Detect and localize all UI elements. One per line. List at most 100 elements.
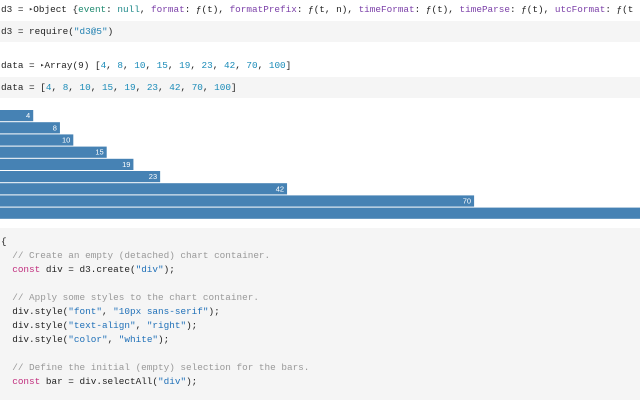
token: null bbox=[117, 4, 140, 15]
bar-label: 10 bbox=[62, 135, 70, 144]
bar-label: 19 bbox=[122, 160, 130, 169]
code-line: // Define the initial (empty) selection … bbox=[0, 361, 640, 375]
token: , bbox=[113, 81, 125, 93]
token: ƒ(t), bbox=[195, 4, 230, 15]
token: // Create an empty (detached) chart cont… bbox=[1, 250, 271, 261]
token: 8 bbox=[62, 81, 69, 93]
token: 15 bbox=[101, 81, 114, 93]
token: 100 bbox=[268, 59, 286, 71]
token: 70 bbox=[246, 59, 258, 71]
output-cell: data = ▸Array(9) [4, 8, 10, 15, 19, 23, … bbox=[0, 55, 640, 76]
bar-label: 23 bbox=[149, 172, 157, 181]
token: , bbox=[135, 81, 147, 93]
token: ); bbox=[186, 320, 198, 331]
token: 19 bbox=[124, 81, 136, 93]
code-line: div.style("text-align", "right"); bbox=[0, 319, 640, 333]
token: timeFormat bbox=[358, 4, 415, 15]
bar bbox=[0, 122, 60, 134]
token: ƒ(t, n), bbox=[308, 4, 359, 15]
code-line: div.style("font", "10px sans-serif"); bbox=[0, 305, 640, 319]
token: // Apply some styles to the chart contai… bbox=[1, 292, 259, 303]
token: const bbox=[1, 376, 41, 387]
token: , bbox=[51, 81, 63, 93]
token[interactable]: ▸ bbox=[40, 61, 45, 70]
token: // Define the initial (empty) selection … bbox=[1, 362, 310, 373]
token: : bbox=[605, 4, 617, 15]
token: timeParse bbox=[459, 4, 510, 15]
token: 42 bbox=[223, 59, 236, 71]
code-line bbox=[0, 277, 640, 291]
code-line: { bbox=[0, 235, 640, 249]
code-cell[interactable]: d3 = require("d3@5") bbox=[0, 21, 640, 42]
bar-label: 15 bbox=[95, 148, 103, 157]
token: 23 bbox=[146, 81, 159, 93]
token: div = d3.create( bbox=[40, 264, 136, 275]
token: 42 bbox=[169, 81, 181, 93]
token: , bbox=[180, 81, 192, 93]
bar bbox=[0, 134, 74, 146]
bar-label: 70 bbox=[463, 196, 471, 205]
token: { bbox=[1, 236, 7, 247]
code-line: data = [4, 8, 10, 15, 19, 23, 42, 70, 10… bbox=[0, 78, 237, 98]
token: ] bbox=[285, 59, 292, 71]
token: ); bbox=[186, 376, 198, 387]
token: d3 = bbox=[1, 4, 30, 15]
token: , bbox=[202, 81, 215, 93]
bar-label: 8 bbox=[53, 123, 57, 132]
token: ); bbox=[163, 264, 175, 275]
token: format bbox=[151, 4, 185, 15]
token: 70 bbox=[191, 81, 203, 93]
token: "text-align" bbox=[68, 320, 136, 331]
token: div.style( bbox=[1, 320, 69, 331]
code-line: d3 = require("d3@5") bbox=[0, 22, 113, 42]
token: 19 bbox=[179, 59, 191, 71]
token: , bbox=[190, 59, 202, 71]
token: ƒ(t), bbox=[521, 4, 555, 15]
token: div.style( bbox=[1, 334, 69, 345]
bar bbox=[0, 158, 134, 170]
token: ) bbox=[107, 25, 114, 37]
code-line: // Apply some styles to the chart contai… bbox=[0, 291, 640, 305]
token: , bbox=[68, 81, 80, 93]
token: div.style( bbox=[1, 306, 69, 317]
bar bbox=[0, 110, 34, 122]
token: , bbox=[135, 320, 147, 331]
code-line: const div = d3.create("div"); bbox=[0, 263, 640, 277]
token: , bbox=[123, 59, 135, 71]
token: utcFormat bbox=[554, 4, 606, 15]
token: , bbox=[101, 306, 114, 317]
token: ); bbox=[158, 334, 170, 345]
token: : bbox=[106, 4, 118, 15]
bar bbox=[0, 195, 475, 207]
bar bbox=[0, 207, 640, 219]
token: bar = div.selectAll( bbox=[40, 376, 159, 387]
token: const bbox=[1, 264, 41, 275]
token: "d3@5" bbox=[73, 25, 108, 37]
token: 4 bbox=[100, 59, 107, 71]
token: 8 bbox=[117, 59, 123, 71]
bar-label: 42 bbox=[276, 184, 284, 193]
token: "right" bbox=[146, 320, 187, 331]
output-cell: d3 = ▸Object {event: null, format: ƒ(t),… bbox=[0, 0, 640, 20]
token: , bbox=[257, 59, 269, 71]
token: ] bbox=[230, 81, 237, 93]
token: , bbox=[167, 59, 180, 71]
token: ); bbox=[208, 306, 220, 317]
token: , bbox=[212, 59, 224, 71]
token: "div" bbox=[135, 264, 164, 275]
token: 15 bbox=[156, 59, 168, 71]
code-cell[interactable]: data = [4, 8, 10, 15, 19, 23, 42, 70, 10… bbox=[0, 77, 640, 98]
code-cell[interactable]: { // Create an empty (detached) chart co… bbox=[0, 228, 640, 400]
token: 10 bbox=[134, 59, 146, 71]
token[interactable]: ▸ bbox=[29, 6, 34, 14]
code-line: // Create an empty (detached) chart cont… bbox=[0, 249, 640, 263]
token: d3 = require( bbox=[1, 25, 74, 37]
bar-chart: 4 8 10 15 19 23 42 70 bbox=[0, 110, 640, 219]
token: : bbox=[509, 4, 522, 15]
token: "font" bbox=[68, 306, 102, 317]
token: , bbox=[235, 59, 247, 71]
bar bbox=[0, 171, 161, 183]
token: event bbox=[78, 4, 107, 15]
bar bbox=[0, 183, 288, 195]
